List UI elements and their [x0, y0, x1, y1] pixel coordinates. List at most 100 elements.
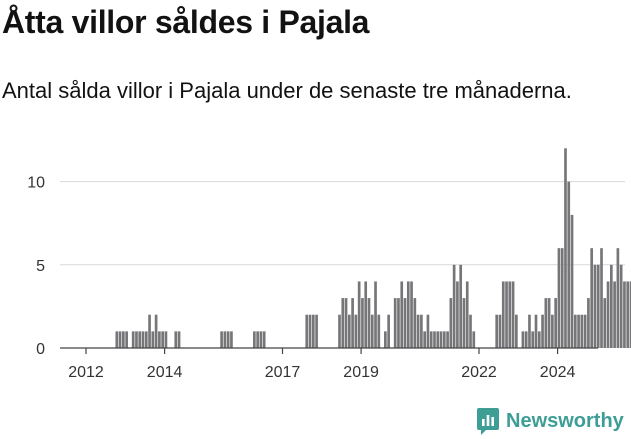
bar [623, 281, 626, 348]
brand-logo: Newsworthy [476, 406, 624, 436]
bar [606, 281, 610, 348]
bar [410, 281, 413, 348]
newsworthy-logo-icon [477, 408, 499, 435]
x-tick-label: 2024 [540, 364, 576, 381]
bar [580, 314, 584, 348]
bar [135, 331, 138, 348]
bar [164, 331, 168, 348]
bar [148, 314, 151, 348]
bar [174, 331, 178, 348]
bar [541, 314, 544, 348]
bar [551, 314, 554, 348]
bar [439, 331, 443, 348]
bar [557, 248, 561, 348]
bar [177, 331, 181, 348]
bar-chart: 05108201220142017201920222024 [27, 148, 631, 381]
bar [433, 331, 436, 348]
bar [629, 281, 631, 348]
bar [230, 331, 233, 348]
bar [547, 298, 551, 348]
bar [524, 331, 528, 348]
bar [226, 331, 230, 348]
bar [544, 298, 548, 348]
bar [567, 181, 571, 348]
brand-name: Newsworthy [506, 409, 624, 432]
y-tick-label: 0 [36, 341, 45, 358]
bar [449, 298, 453, 348]
chart-title: Åtta villor såldes i Pajala [2, 4, 370, 40]
bar [357, 281, 361, 348]
bar [374, 281, 377, 348]
bar [596, 264, 600, 348]
bar [515, 314, 518, 348]
bar [344, 298, 348, 348]
bar [613, 281, 616, 348]
bar [560, 248, 564, 348]
bar [151, 331, 155, 348]
bar [465, 281, 469, 348]
bar [377, 314, 381, 348]
bar [315, 314, 318, 348]
bar [400, 281, 404, 348]
bar [498, 314, 502, 348]
bar [125, 331, 128, 348]
bar [223, 331, 227, 348]
bar [118, 331, 122, 348]
bar [338, 314, 341, 348]
bar [501, 281, 505, 348]
bar [590, 248, 594, 348]
bar [528, 314, 531, 348]
bar [393, 298, 397, 348]
bar [495, 314, 499, 348]
bar [593, 264, 597, 348]
bar [511, 281, 515, 348]
bar [573, 314, 577, 348]
x-tick-label: 2019 [343, 364, 379, 381]
bar [583, 314, 587, 348]
bar [442, 331, 446, 348]
bar [577, 314, 580, 348]
bar [423, 331, 426, 348]
bar [587, 298, 590, 348]
bar [456, 281, 459, 348]
bar [348, 314, 351, 348]
bar [521, 331, 525, 348]
bar [370, 314, 374, 348]
bar [531, 331, 535, 348]
bar [603, 298, 607, 348]
bar [384, 331, 387, 348]
bar [397, 298, 400, 348]
bar [420, 314, 423, 348]
bar [122, 331, 125, 348]
bar [446, 331, 449, 348]
bar [436, 331, 440, 348]
bar [259, 331, 263, 348]
bar [158, 331, 161, 348]
bar [256, 331, 259, 348]
bar [253, 331, 256, 348]
bar [462, 298, 466, 348]
bar [406, 281, 410, 348]
bar [387, 314, 390, 348]
bar [138, 331, 142, 348]
bar [354, 314, 358, 348]
bar [262, 331, 266, 348]
bar [364, 281, 368, 348]
bar [141, 331, 145, 348]
bar [161, 331, 164, 348]
bar [619, 264, 623, 348]
bar [554, 298, 557, 348]
bar [115, 331, 119, 348]
bar [537, 331, 541, 348]
bar [626, 281, 630, 348]
x-tick-label: 2012 [68, 364, 104, 381]
bar [308, 314, 312, 348]
bar [416, 314, 420, 348]
bar [459, 264, 463, 348]
bar [508, 281, 512, 348]
bar [610, 264, 613, 348]
bar [429, 331, 433, 348]
bar [367, 298, 371, 348]
y-tick-label: 10 [27, 175, 45, 192]
x-tick-label: 2014 [147, 364, 183, 381]
